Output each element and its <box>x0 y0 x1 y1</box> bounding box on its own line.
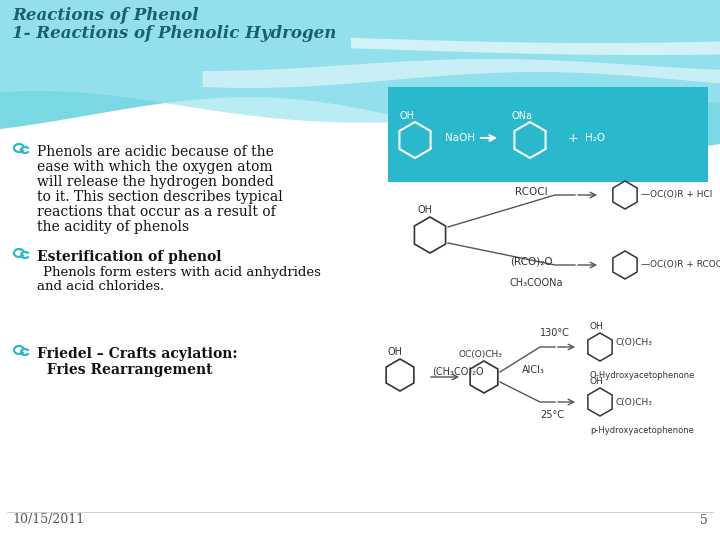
Text: 25°C: 25°C <box>540 410 564 420</box>
Text: OH: OH <box>387 347 402 357</box>
Polygon shape <box>0 0 720 153</box>
Text: reactions that occur as a result of: reactions that occur as a result of <box>37 205 276 219</box>
Text: to it. This section describes typical: to it. This section describes typical <box>37 190 283 204</box>
Text: +: + <box>568 132 579 145</box>
Text: Reactions of Phenol: Reactions of Phenol <box>12 6 199 24</box>
Text: Phenols form esters with acid anhydrides: Phenols form esters with acid anhydrides <box>43 266 321 279</box>
Text: and acid chlorides.: and acid chlorides. <box>37 280 164 293</box>
Text: 5: 5 <box>700 514 708 526</box>
Text: C(O)CH₃: C(O)CH₃ <box>616 339 653 348</box>
Polygon shape <box>351 38 720 55</box>
Text: H₂O: H₂O <box>585 133 605 143</box>
Text: will release the hydrogen bonded: will release the hydrogen bonded <box>37 175 274 189</box>
Text: ease with which the oxygen atom: ease with which the oxygen atom <box>37 160 273 174</box>
Text: CH₃COONa: CH₃COONa <box>510 278 564 288</box>
Text: OC(O)CH₃: OC(O)CH₃ <box>458 350 502 359</box>
Text: O-Hydroxyacetophenone: O-Hydroxyacetophenone <box>590 371 696 380</box>
Text: NaOH: NaOH <box>445 133 475 143</box>
Text: 130°C: 130°C <box>540 328 570 338</box>
Text: Phenols are acidic because of the: Phenols are acidic because of the <box>37 145 274 159</box>
FancyBboxPatch shape <box>388 87 708 182</box>
Text: 1- Reactions of Phenolic Hydrogen: 1- Reactions of Phenolic Hydrogen <box>12 24 336 42</box>
Text: Fries Rearrangement: Fries Rearrangement <box>37 363 212 377</box>
Text: the acidity of phenols: the acidity of phenols <box>37 220 189 234</box>
Text: 10/15/2011: 10/15/2011 <box>12 514 84 526</box>
Text: (RCO)₂O: (RCO)₂O <box>510 257 553 267</box>
Text: Esterification of phenol: Esterification of phenol <box>37 250 222 264</box>
Text: OH: OH <box>418 205 433 215</box>
Text: C(O)CH₃: C(O)CH₃ <box>616 397 653 407</box>
Text: —OC(O)R + RCOOH: —OC(O)R + RCOOH <box>641 260 720 269</box>
Text: Friedel – Crafts acylation:: Friedel – Crafts acylation: <box>37 347 238 361</box>
Text: —OC(O)R + HCl: —OC(O)R + HCl <box>641 191 712 199</box>
Text: OH: OH <box>589 377 603 386</box>
Polygon shape <box>0 0 720 123</box>
Text: RCOCl: RCOCl <box>515 187 548 197</box>
Polygon shape <box>202 59 720 88</box>
Text: p-Hydroxyacetophenone: p-Hydroxyacetophenone <box>590 426 694 435</box>
Text: (CH₃CO)₂O: (CH₃CO)₂O <box>432 367 484 377</box>
Text: AlCl₃: AlCl₃ <box>522 365 545 375</box>
Text: OH: OH <box>400 111 415 121</box>
Text: OH: OH <box>589 322 603 331</box>
Text: ONa: ONa <box>511 111 533 121</box>
